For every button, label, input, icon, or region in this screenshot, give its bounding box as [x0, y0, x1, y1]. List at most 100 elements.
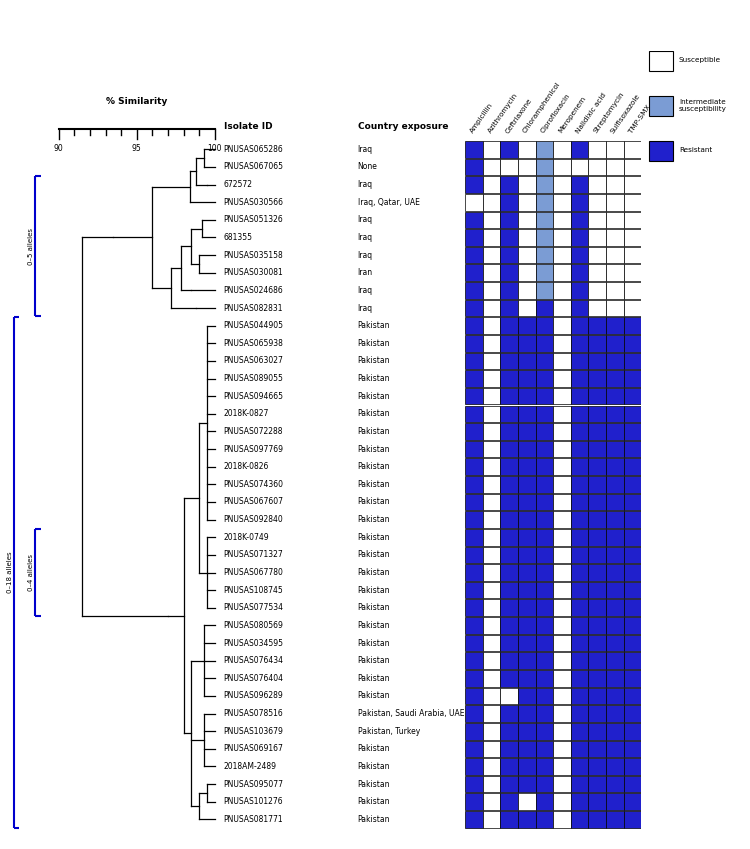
Bar	[536, 335, 553, 351]
Bar	[571, 670, 588, 687]
Bar	[465, 565, 483, 581]
Bar	[588, 441, 606, 458]
Bar	[553, 811, 571, 828]
Bar	[624, 758, 641, 775]
Text: PNUSAS065938: PNUSAS065938	[224, 339, 284, 348]
Bar	[500, 723, 517, 739]
Text: Iraq: Iraq	[358, 304, 373, 312]
Bar	[536, 547, 553, 563]
Bar	[518, 635, 536, 651]
Bar	[553, 776, 571, 792]
Text: PNUSAS089055: PNUSAS089055	[224, 374, 284, 383]
Bar	[465, 159, 483, 175]
Text: Streptomycin: Streptomycin	[592, 91, 625, 134]
Bar	[553, 229, 571, 245]
Bar	[624, 582, 641, 599]
Text: PNUSAS044905: PNUSAS044905	[224, 321, 284, 330]
Bar	[465, 300, 483, 317]
Bar	[536, 511, 553, 528]
Bar	[536, 582, 553, 599]
Bar	[483, 599, 500, 616]
Bar	[483, 370, 500, 387]
Text: PNUSAS067065: PNUSAS067065	[224, 162, 284, 171]
Bar	[500, 670, 517, 687]
Text: Susceptible: Susceptible	[679, 58, 721, 64]
Bar	[588, 352, 606, 369]
Text: PNUSAS076404: PNUSAS076404	[224, 674, 284, 683]
Bar	[571, 194, 588, 211]
Bar	[588, 282, 606, 299]
Text: PNUSAS069167: PNUSAS069167	[224, 745, 284, 753]
Bar	[500, 599, 517, 616]
Bar	[500, 141, 517, 158]
Bar	[553, 494, 571, 510]
Bar	[500, 617, 517, 633]
Bar	[483, 529, 500, 546]
Text: 0–4 alleles: 0–4 alleles	[28, 554, 34, 591]
Text: Iraq: Iraq	[358, 216, 373, 224]
Bar	[500, 529, 517, 546]
Bar	[571, 159, 588, 175]
Text: Iraq: Iraq	[358, 180, 373, 189]
Bar	[624, 794, 641, 810]
Bar	[465, 811, 483, 828]
Bar	[465, 547, 483, 563]
Bar	[606, 300, 624, 317]
Bar	[624, 529, 641, 546]
Bar	[483, 811, 500, 828]
Text: Intermediate
susceptibility: Intermediate susceptibility	[679, 98, 727, 112]
Text: Pakistan: Pakistan	[358, 815, 390, 824]
Bar	[624, 177, 641, 193]
Bar	[588, 599, 606, 616]
Bar	[518, 194, 536, 211]
Bar	[465, 388, 483, 404]
Bar	[606, 194, 624, 211]
Bar	[606, 141, 624, 158]
Bar	[588, 794, 606, 810]
Bar	[518, 247, 536, 263]
Bar	[624, 318, 641, 334]
Bar	[483, 282, 500, 299]
Bar	[518, 811, 536, 828]
Bar	[606, 441, 624, 458]
Bar	[536, 441, 553, 458]
Bar	[571, 617, 588, 633]
Bar	[571, 282, 588, 299]
Bar	[624, 706, 641, 722]
Bar	[500, 406, 517, 422]
Bar	[588, 652, 606, 669]
Bar	[465, 229, 483, 245]
Bar	[483, 723, 500, 739]
Text: Pakistan: Pakistan	[358, 691, 390, 700]
Bar	[588, 635, 606, 651]
Bar	[518, 352, 536, 369]
Bar	[588, 388, 606, 404]
Bar	[536, 282, 553, 299]
Bar	[518, 177, 536, 193]
Bar	[588, 177, 606, 193]
Bar	[465, 599, 483, 616]
Bar	[588, 335, 606, 351]
Bar	[500, 476, 517, 492]
Bar	[518, 388, 536, 404]
Bar	[465, 494, 483, 510]
Bar	[518, 758, 536, 775]
Bar	[518, 441, 536, 458]
Bar	[624, 352, 641, 369]
Text: Iraq: Iraq	[358, 250, 373, 260]
Bar	[571, 265, 588, 281]
Bar	[500, 247, 517, 263]
Bar	[500, 565, 517, 581]
Bar	[483, 652, 500, 669]
Bar	[536, 529, 553, 546]
Text: Iraq: Iraq	[358, 286, 373, 295]
Bar	[465, 776, 483, 792]
Bar	[483, 635, 500, 651]
Text: Pakistan: Pakistan	[358, 762, 390, 771]
Bar	[588, 211, 606, 228]
Bar	[518, 582, 536, 599]
Bar	[500, 652, 517, 669]
Bar	[536, 229, 553, 245]
Text: Pakistan: Pakistan	[358, 515, 390, 524]
Bar	[553, 635, 571, 651]
